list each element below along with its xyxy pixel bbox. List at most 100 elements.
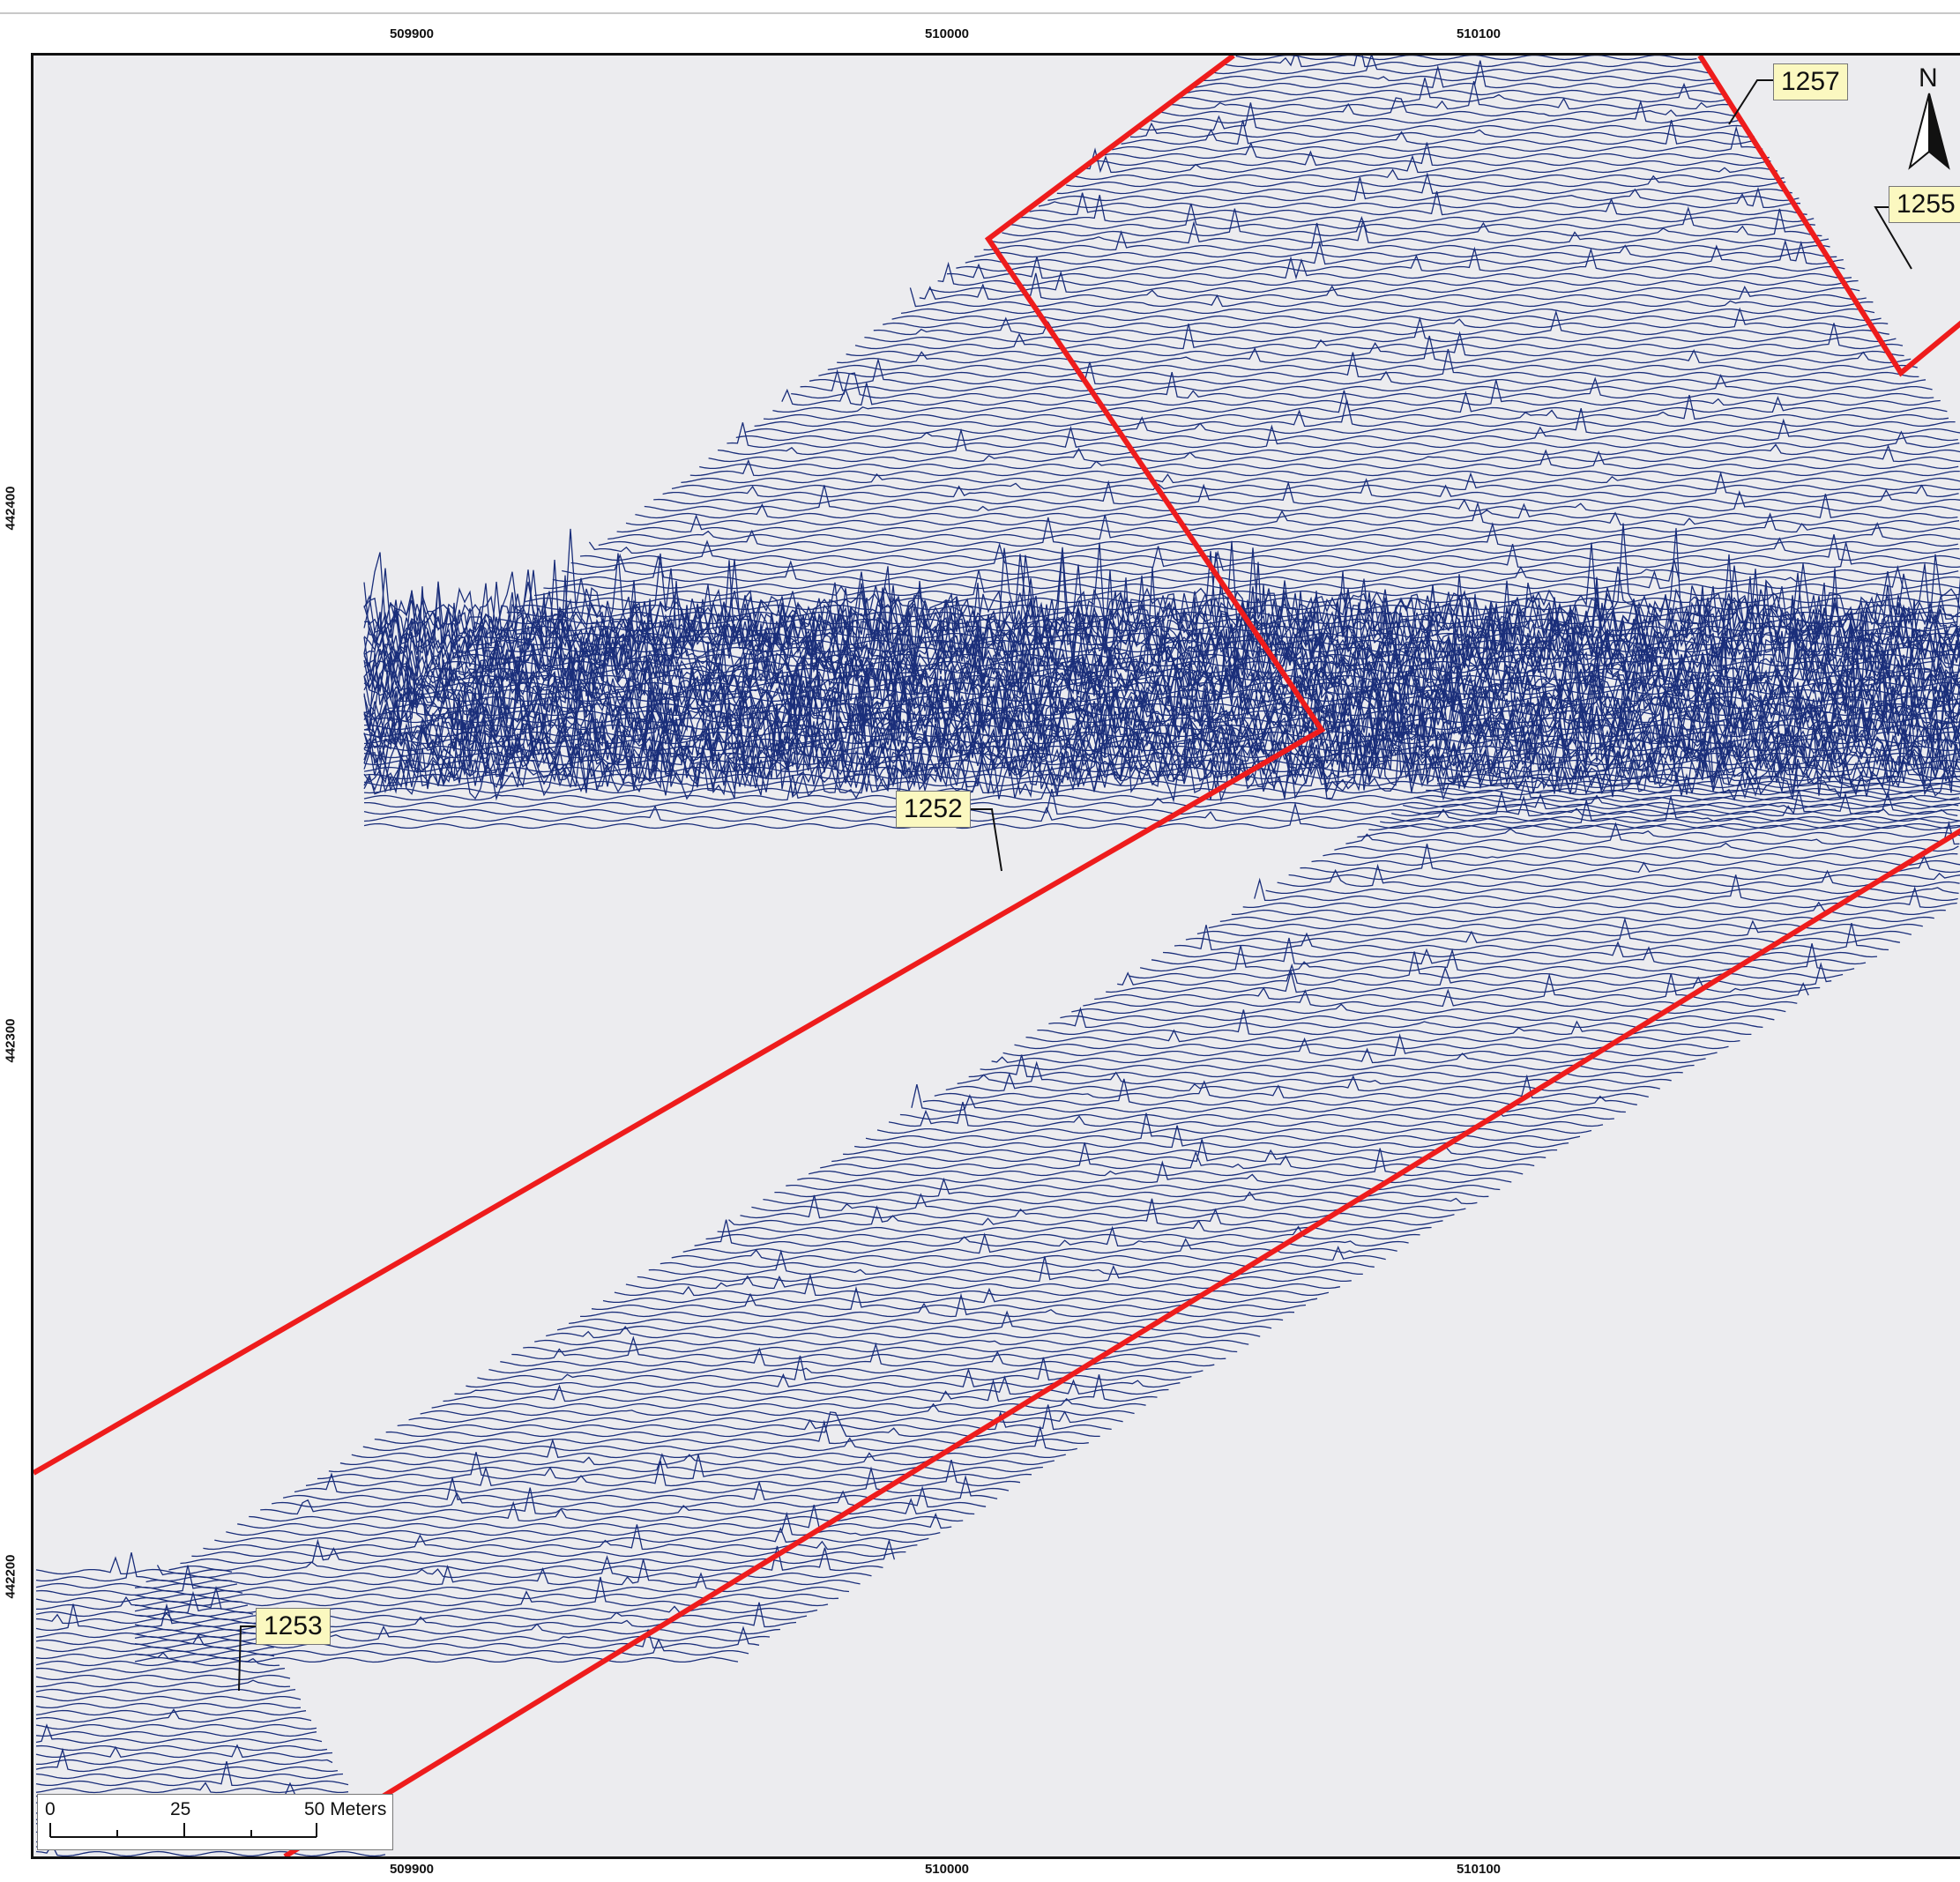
- profile-line: [671, 1246, 1386, 1261]
- profile-line: [35, 1688, 296, 1695]
- scale-label-mid: 25: [170, 1799, 191, 1819]
- profile-line: [237, 1504, 952, 1529]
- profile-line: [717, 428, 1960, 456]
- profile-line: [364, 794, 1960, 808]
- survey-boundary-1252-south: [283, 828, 1960, 1856]
- profile-line: [616, 512, 1960, 533]
- profile-line: [488, 1367, 1204, 1374]
- profile-line: [772, 390, 1948, 413]
- profile-line: [1185, 89, 1725, 96]
- profile-line: [727, 422, 1960, 449]
- profile-line: [569, 1318, 1284, 1325]
- profile-line: [635, 494, 1958, 519]
- x-tick-label-bottom: 509900: [389, 1862, 435, 1877]
- profile-line: [305, 1460, 1021, 1487]
- profile-line: [168, 1545, 883, 1572]
- profile-line: [35, 1651, 275, 1660]
- profile-line: [36, 1759, 333, 1766]
- profile-line: [800, 368, 1933, 392]
- north-label: N: [1919, 63, 1938, 93]
- profile-line: [1129, 122, 1755, 138]
- profile-line: [818, 348, 1919, 378]
- leader-1253: [238, 1625, 261, 1692]
- profile-line: [644, 485, 1960, 512]
- profile-line: [1208, 923, 1923, 930]
- profile-line: [35, 1589, 243, 1596]
- callout-1252: 1252: [896, 791, 971, 828]
- profile-line: [1148, 100, 1741, 124]
- profile-line: [854, 323, 1904, 350]
- profile-line: [1300, 844, 1960, 874]
- profile-line: [922, 1078, 1637, 1106]
- profile-line: [909, 287, 1874, 308]
- profile-line: [363, 661, 1960, 762]
- profile-lines-group: [35, 56, 1960, 1856]
- profile-line: [451, 633, 1960, 660]
- profile-line: [1219, 916, 1934, 923]
- profile-line: [681, 472, 1960, 484]
- profile-line: [1014, 1043, 1729, 1050]
- profile-line: [1204, 75, 1712, 82]
- profile-line: [1357, 828, 1960, 838]
- profile-line: [1194, 60, 1718, 89]
- profile-line: [35, 1702, 302, 1709]
- profile-line: [35, 1744, 333, 1759]
- profile-line: [911, 1084, 1626, 1113]
- profile-line: [781, 379, 1941, 406]
- profile-line: [864, 316, 1897, 343]
- profile-line: [980, 1064, 1695, 1071]
- profile-line: [891, 315, 1882, 322]
- profile-line: [653, 480, 1960, 505]
- profile-line: [363, 671, 1960, 767]
- callout-1255: 1255: [1889, 186, 1960, 223]
- profile-line: [1106, 969, 1821, 993]
- profile-line: [827, 364, 1918, 371]
- profile-line: [35, 1556, 233, 1575]
- profile-line: [35, 1695, 302, 1702]
- profile-line: [1212, 56, 1710, 75]
- profile-line: [294, 1466, 1010, 1494]
- scale-label-zero: 0: [45, 1799, 56, 1819]
- profile-line: [35, 1646, 275, 1653]
- profile-line: [363, 703, 1960, 803]
- profile-line: [35, 1723, 323, 1744]
- profile-line: [763, 394, 1949, 420]
- profile-line: [699, 449, 1959, 470]
- profile-line: [1002, 208, 1822, 237]
- profile-line: [363, 649, 1960, 759]
- profile-line: [562, 550, 1959, 576]
- leader-1257: [1728, 79, 1780, 125]
- profile-line: [35, 1596, 242, 1603]
- profile-line: [1288, 872, 1960, 881]
- x-tick-label-bottom: 510000: [924, 1862, 970, 1877]
- profile-line: [754, 399, 1956, 428]
- profile-line: [35, 1782, 349, 1794]
- profile-line: [1102, 142, 1770, 160]
- profile-line: [134, 1565, 850, 1593]
- profile-line: [282, 1474, 998, 1501]
- profile-line: [35, 1603, 259, 1632]
- profile-line: [797, 1160, 1512, 1184]
- profile-line: [460, 628, 1958, 653]
- scale-label-end: 50 Meters: [304, 1799, 387, 1819]
- profile-line: [570, 542, 1960, 569]
- profile-line: [1112, 125, 1763, 152]
- profile-line: [1265, 887, 1959, 895]
- profile-line: [552, 555, 1960, 583]
- profile-line: [1010, 203, 1815, 230]
- profile-line: [35, 1723, 317, 1730]
- profile-line: [1038, 186, 1801, 209]
- profile-line: [1139, 102, 1748, 131]
- profile-line: [363, 632, 1960, 737]
- x-tick-label-top: 510000: [924, 26, 970, 41]
- profile-line: [1345, 821, 1960, 845]
- profile-line: [1151, 937, 1867, 965]
- x-tick-label-top: 510100: [1456, 26, 1502, 41]
- profile-line: [671, 472, 1960, 491]
- profile-line: [1277, 863, 1960, 888]
- profile-line: [35, 1552, 232, 1582]
- callout-1253: 1253: [256, 1608, 331, 1645]
- profile-line: [36, 1679, 291, 1688]
- profile-line: [134, 1656, 739, 1663]
- profile-line: [134, 1576, 829, 1607]
